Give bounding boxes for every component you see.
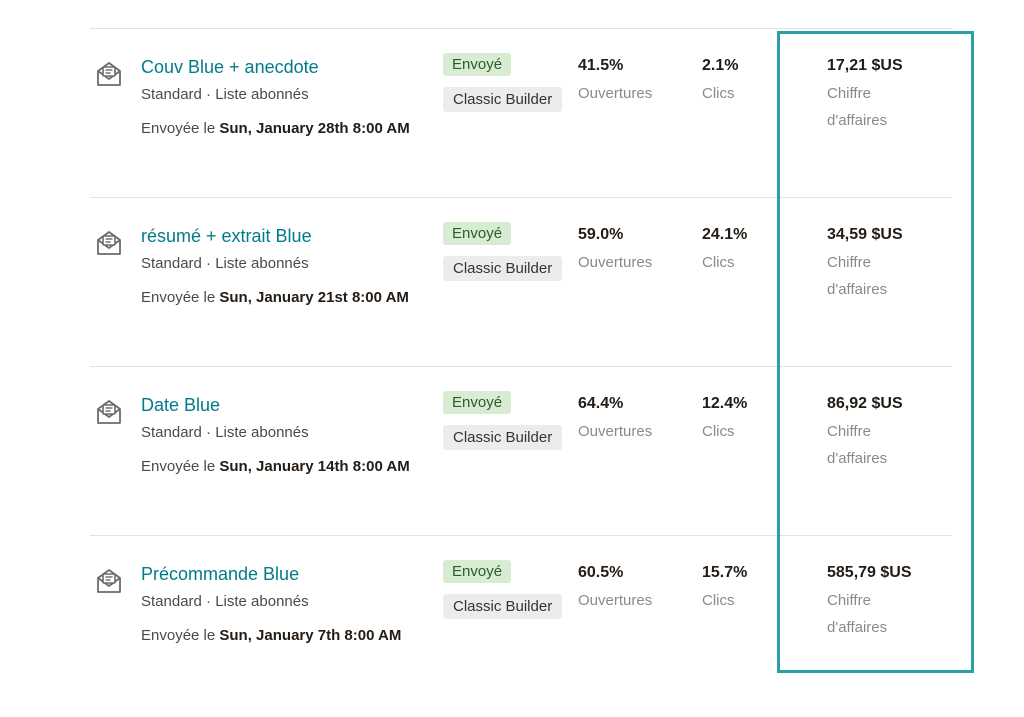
email-campaign-icon (97, 400, 121, 424)
status-badge: Envoyé (443, 560, 512, 583)
revenue-label-line2: d'affaires (827, 112, 888, 129)
builder-badge: Classic Builder (443, 256, 563, 281)
campaign-sent-info: Envoyée le Sun, January 21st 8:00 AM (141, 289, 409, 306)
sent-date: Sun, January 28th 8:00 AM (219, 120, 410, 137)
status-badge: Envoyé (443, 53, 512, 76)
campaign-sent-info: Envoyée le Sun, January 14th 8:00 AM (141, 458, 410, 475)
sent-date: Sun, January 7th 8:00 AM (219, 627, 402, 644)
sent-prefix: Envoyée le (141, 627, 220, 644)
revenue-value: 86,92 $US (827, 395, 903, 412)
builder-badge: Classic Builder (443, 87, 563, 112)
revenue-value: 34,59 $US (827, 226, 903, 243)
opens-label: Ouvertures (578, 85, 653, 102)
email-campaign-icon (97, 569, 121, 593)
campaign-title-link[interactable]: Précommande Blue (141, 564, 300, 584)
status-badge: Envoyé (443, 391, 512, 414)
opens-label: Ouvertures (578, 254, 653, 271)
revenue-value: 585,79 $US (827, 564, 912, 581)
opens-value: 41.5% (578, 57, 624, 74)
clicks-value: 2.1% (702, 57, 739, 74)
opens-value: 59.0% (578, 226, 624, 243)
campaign-title-link[interactable]: Couv Blue + anecdote (141, 57, 319, 77)
revenue-value: 17,21 $US (827, 57, 903, 74)
sent-prefix: Envoyée le (141, 120, 220, 137)
campaign-type: Standard · Liste abonnés (141, 593, 309, 610)
campaign-title-link[interactable]: résumé + extrait Blue (141, 226, 312, 246)
campaign-sent-info: Envoyée le Sun, January 28th 8:00 AM (141, 120, 410, 137)
revenue-label-line1: Chiffre (827, 254, 871, 271)
clicks-value: 12.4% (702, 395, 748, 412)
sent-date: Sun, January 14th 8:00 AM (219, 458, 410, 475)
revenue-label-line2: d'affaires (827, 619, 888, 636)
sent-prefix: Envoyée le (141, 458, 220, 475)
opens-label: Ouvertures (578, 592, 653, 609)
sent-prefix: Envoyée le (141, 289, 220, 306)
campaign-row: résumé + extrait Blue Standard · Liste a… (90, 197, 952, 367)
campaign-row: Date Blue Standard · Liste abonnés Envoy… (90, 366, 952, 536)
opens-label: Ouvertures (578, 423, 653, 440)
sent-date: Sun, January 21st 8:00 AM (219, 289, 409, 306)
status-badge: Envoyé (443, 222, 512, 245)
campaign-type: Standard · Liste abonnés (141, 424, 309, 441)
revenue-label-line2: d'affaires (827, 281, 888, 298)
campaign-row: Couv Blue + anecdote Standard · Liste ab… (90, 28, 952, 198)
clicks-value: 24.1% (702, 226, 748, 243)
campaign-row: Précommande Blue Standard · Liste abonné… (90, 535, 952, 656)
revenue-label-line2: d'affaires (827, 450, 888, 467)
opens-value: 60.5% (578, 564, 624, 581)
builder-badge: Classic Builder (443, 425, 563, 450)
clicks-label: Clics (702, 254, 735, 271)
campaign-list: Couv Blue + anecdote Standard · Liste ab… (90, 28, 952, 656)
email-campaign-icon (97, 62, 121, 86)
opens-value: 64.4% (578, 395, 624, 412)
clicks-label: Clics (702, 592, 735, 609)
email-campaign-icon (97, 231, 121, 255)
campaign-type: Standard · Liste abonnés (141, 255, 309, 272)
clicks-label: Clics (702, 423, 735, 440)
clicks-value: 15.7% (702, 564, 748, 581)
campaign-title-link[interactable]: Date Blue (141, 395, 221, 415)
clicks-label: Clics (702, 85, 735, 102)
revenue-label-line1: Chiffre (827, 592, 871, 609)
campaign-sent-info: Envoyée le Sun, January 7th 8:00 AM (141, 627, 401, 644)
revenue-label-line1: Chiffre (827, 423, 871, 440)
builder-badge: Classic Builder (443, 594, 563, 619)
campaign-type: Standard · Liste abonnés (141, 86, 309, 103)
revenue-label-line1: Chiffre (827, 85, 871, 102)
